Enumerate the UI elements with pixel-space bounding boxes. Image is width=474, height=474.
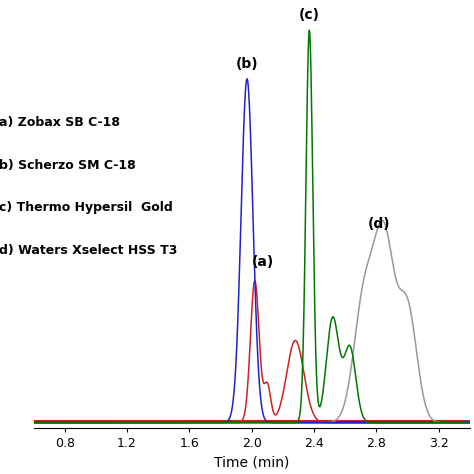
Text: (a): (a) xyxy=(252,255,273,269)
Text: c) Thermo Hypersil  Gold: c) Thermo Hypersil Gold xyxy=(0,201,173,214)
Text: (b): (b) xyxy=(236,57,258,71)
Text: a) Zobax SB C-18: a) Zobax SB C-18 xyxy=(0,117,119,129)
Text: (c): (c) xyxy=(299,8,320,22)
Text: b) Scherzo SM C-18: b) Scherzo SM C-18 xyxy=(0,159,136,172)
Text: (d): (d) xyxy=(368,218,391,231)
Text: d) Waters Xselect HSS T3: d) Waters Xselect HSS T3 xyxy=(0,244,177,256)
X-axis label: Time (min): Time (min) xyxy=(214,456,290,470)
